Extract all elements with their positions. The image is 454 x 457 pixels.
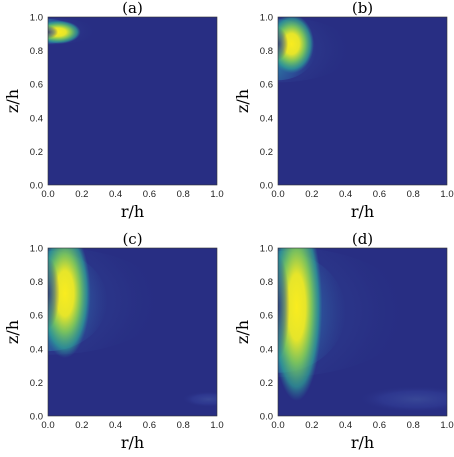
x-tick-label: 0.6 <box>373 189 386 200</box>
y-tick-label: 0.2 <box>30 378 43 389</box>
y-tick-label: 1.0 <box>260 244 273 255</box>
y-tick-label: 0.0 <box>260 181 273 192</box>
x-tick-label: 0.2 <box>75 189 88 200</box>
plot-frame <box>277 247 448 417</box>
y-tick-label: 0.8 <box>260 46 273 57</box>
y-tick-label: 0.0 <box>30 181 43 192</box>
x-tick-label: 0.6 <box>373 420 386 431</box>
x-tick-label: 0.8 <box>407 189 420 200</box>
x-tick-label: 0.4 <box>339 420 352 431</box>
y-tick-label: 0.8 <box>30 46 43 57</box>
y-tick-label: 1.0 <box>30 13 43 24</box>
y-tick-label: 0.4 <box>30 113 43 124</box>
heatmap-field <box>278 17 355 83</box>
x-tick-label: 0.2 <box>75 420 88 431</box>
panel-2: 0.0 0.2 0.4 0.6 0.8 1.0 0.0 0.2 0.4 0.6 0.8 1.0 (b) r… <box>233 0 454 221</box>
heatmap-field <box>48 248 217 408</box>
x-tick-label: 0.4 <box>109 420 122 431</box>
y-tick-label: 0.2 <box>260 147 273 158</box>
plot-frame <box>47 247 218 417</box>
y-tick-label: 0.6 <box>30 311 43 322</box>
y-tick-label: 0.6 <box>260 311 273 322</box>
y-tick-label: 0.0 <box>260 412 273 423</box>
x-tick-label: 0.8 <box>407 420 420 431</box>
x-axis-label: r/h <box>121 202 144 221</box>
y-tick-label: 0.4 <box>30 344 43 355</box>
heatmap-field <box>48 18 99 45</box>
panel-title: (a) <box>122 0 143 17</box>
y-axis-label: z/h <box>233 89 252 113</box>
x-tick-label: 0.6 <box>143 420 156 431</box>
y-tick-label: 0.6 <box>30 80 43 91</box>
faint-region <box>181 391 217 408</box>
y-tick-label: 0.8 <box>30 277 43 288</box>
panel-4: 0.0 0.2 0.4 0.6 0.8 1.0 0.0 0.2 0.4 0.6 0.8 1.0 (d) r… <box>233 230 454 452</box>
x-tick-label: 1.0 <box>210 189 223 200</box>
plot-frame <box>47 16 218 186</box>
x-axis-label: r/h <box>351 433 374 452</box>
x-axis-label: r/h <box>121 433 144 452</box>
inner-hollow <box>48 257 60 329</box>
x-tick-label: 1.0 <box>210 420 223 431</box>
panel-title: (d) <box>352 230 373 248</box>
x-tick-label: 0.0 <box>41 189 54 200</box>
heatmap-background <box>48 17 217 185</box>
faint-region <box>357 385 447 413</box>
y-tick-label: 0.2 <box>30 147 43 158</box>
x-tick-label: 0.8 <box>177 189 190 200</box>
y-axis-label: z/h <box>3 89 22 113</box>
y-tick-label: 0.0 <box>30 412 43 423</box>
y-tick-label: 0.6 <box>260 80 273 91</box>
x-tick-label: 0.8 <box>177 420 190 431</box>
peak-core <box>278 17 314 74</box>
y-tick-label: 1.0 <box>260 13 273 24</box>
y-tick-label: 0.4 <box>260 344 273 355</box>
x-tick-label: 0.4 <box>339 189 352 200</box>
inner-hollow <box>48 25 59 39</box>
peak-core <box>48 20 81 44</box>
x-tick-label: 1.0 <box>440 189 453 200</box>
x-tick-label: 0.2 <box>305 189 318 200</box>
x-tick-label: 0.4 <box>109 189 122 200</box>
x-tick-label: 1.0 <box>440 420 453 431</box>
panel-title: (b) <box>352 0 373 17</box>
peak-core <box>278 248 323 401</box>
y-axis-label: z/h <box>233 320 252 344</box>
x-tick-label: 0.2 <box>305 420 318 431</box>
y-tick-label: 1.0 <box>30 244 43 255</box>
plot-frame <box>277 16 448 186</box>
x-axis-label: r/h <box>351 202 374 221</box>
panel-title: (c) <box>122 230 142 248</box>
heatmap-field <box>278 248 447 413</box>
y-tick-label: 0.2 <box>260 378 273 389</box>
y-axis-label: z/h <box>3 320 22 344</box>
x-tick-label: 0.6 <box>143 189 156 200</box>
x-tick-label: 0.0 <box>271 420 284 431</box>
panel-3: 0.0 0.2 0.4 0.6 0.8 1.0 0.0 0.2 0.4 0.6 0.8 1.0 (c) r… <box>3 230 224 452</box>
y-tick-label: 0.8 <box>260 277 273 288</box>
panel-1: 0.0 0.2 0.4 0.6 0.8 1.0 0.0 0.2 0.4 0.6 0.8 1.0 (a) r… <box>3 0 224 221</box>
peak-core <box>48 248 91 359</box>
y-tick-label: 0.4 <box>260 113 273 124</box>
inner-hollow <box>278 255 290 359</box>
inner-hollow <box>278 27 289 61</box>
x-tick-label: 0.0 <box>271 189 284 200</box>
x-tick-label: 0.0 <box>41 420 54 431</box>
